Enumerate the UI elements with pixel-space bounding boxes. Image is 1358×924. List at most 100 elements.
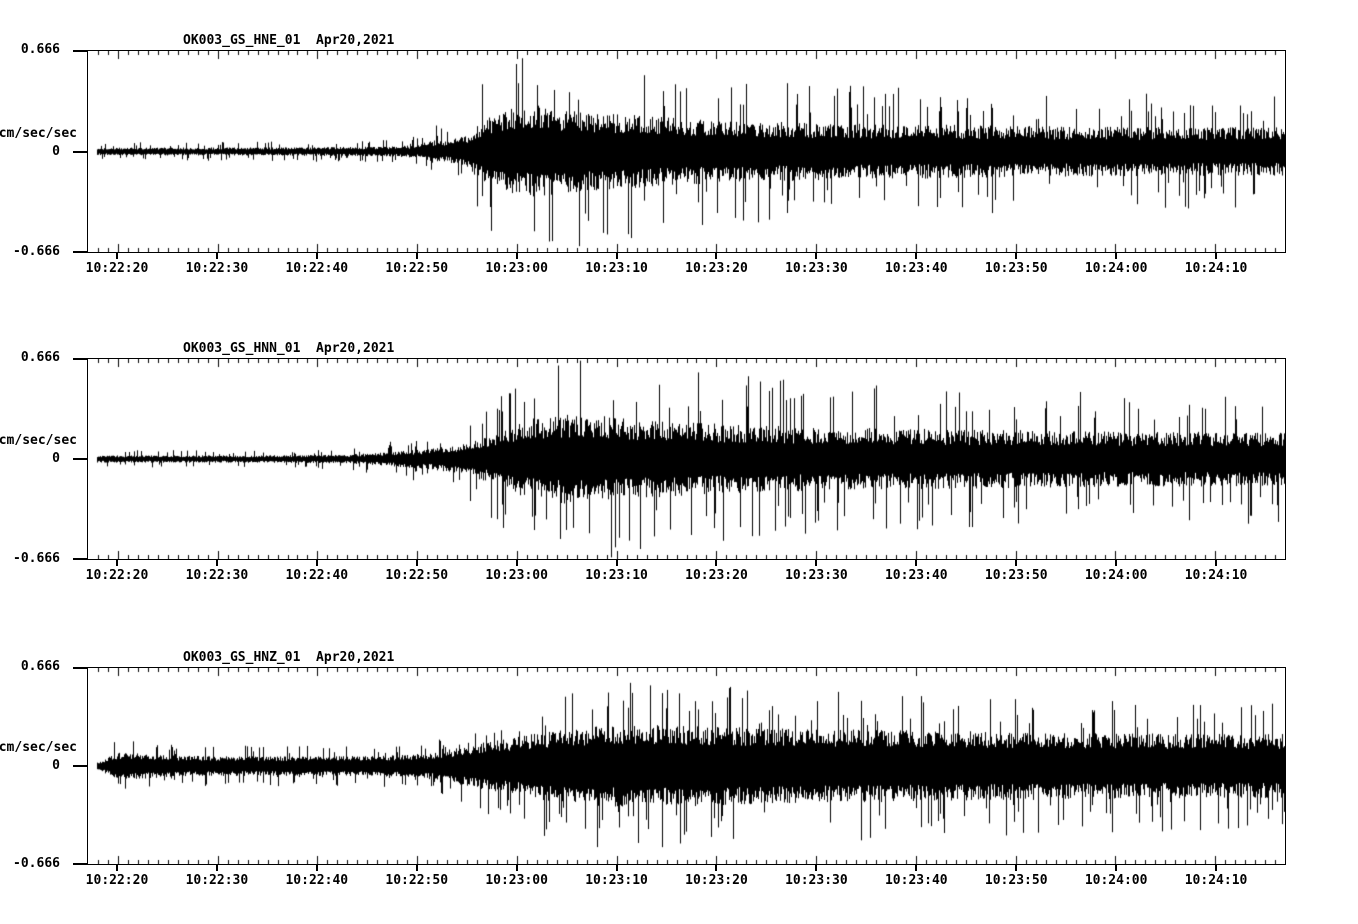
x-tick-label: 10:22:30 bbox=[185, 568, 249, 583]
x-tick-label: 10:22:20 bbox=[85, 568, 149, 583]
y-tick bbox=[73, 667, 87, 669]
x-major-tick-stub bbox=[815, 560, 818, 566]
plot-area bbox=[87, 358, 1286, 560]
panel-title: OK003_GS_HNE_01 Apr20,2021 bbox=[183, 33, 395, 48]
x-tick-label: 10:22:20 bbox=[85, 261, 149, 276]
x-major-tick-stub bbox=[715, 560, 718, 566]
x-major-tick-stub bbox=[1115, 253, 1118, 259]
x-major-tick-stub bbox=[1215, 560, 1218, 566]
y-axis-max-label: 0.666 bbox=[20, 42, 60, 57]
x-tick-label: 10:23:10 bbox=[585, 261, 648, 276]
x-tick-label: 10:23:50 bbox=[984, 873, 1048, 888]
x-major-tick-stub bbox=[915, 865, 918, 871]
x-tick-label: 10:24:00 bbox=[1084, 568, 1148, 583]
panel-title: OK003_GS_HNN_01 Apr20,2021 bbox=[183, 341, 395, 356]
seismogram-trace-canvas bbox=[88, 359, 1285, 559]
x-major-tick-stub bbox=[715, 865, 718, 871]
x-major-tick-stub bbox=[515, 865, 518, 871]
y-tick bbox=[73, 358, 87, 360]
x-major-tick-stub bbox=[815, 865, 818, 871]
x-tick-label: 10:23:40 bbox=[884, 873, 948, 888]
x-major-tick-stub bbox=[1015, 253, 1018, 259]
x-major-tick-stub bbox=[315, 560, 318, 566]
x-tick-label: 10:22:40 bbox=[285, 873, 349, 888]
y-tick bbox=[73, 50, 87, 52]
y-tick bbox=[73, 558, 87, 560]
seismogram-trace-canvas bbox=[88, 51, 1285, 252]
x-tick-label: 10:23:30 bbox=[785, 261, 848, 276]
seismogram-trace-canvas bbox=[88, 668, 1285, 864]
x-major-tick-stub bbox=[1115, 865, 1118, 871]
y-axis-zero-label: 0 bbox=[52, 143, 60, 159]
x-major-tick-stub bbox=[715, 253, 718, 259]
x-major-tick-stub bbox=[1015, 560, 1018, 566]
x-tick-label: 10:22:50 bbox=[385, 568, 449, 583]
x-major-tick-stub bbox=[115, 560, 118, 566]
x-tick-label: 10:22:40 bbox=[285, 261, 349, 276]
x-tick-label: 10:23:00 bbox=[485, 873, 548, 888]
plot-area bbox=[87, 667, 1286, 865]
x-tick-label: 10:22:40 bbox=[285, 568, 349, 583]
x-tick-label: 10:24:10 bbox=[1184, 261, 1248, 276]
y-axis-max-label: 0.666 bbox=[20, 350, 60, 365]
y-axis-zero-label: 0 bbox=[52, 451, 60, 466]
y-axis-max-label: 0.666 bbox=[20, 659, 60, 674]
x-major-tick-stub bbox=[815, 253, 818, 259]
x-tick-label: 10:22:50 bbox=[385, 873, 449, 888]
y-axis-min-label: -0.666 bbox=[13, 244, 60, 259]
x-major-tick-stub bbox=[515, 253, 518, 259]
y-tick bbox=[73, 458, 87, 460]
y-tick bbox=[73, 765, 87, 767]
y-tick bbox=[73, 150, 87, 153]
x-major-tick-stub bbox=[915, 560, 918, 566]
x-major-tick-stub bbox=[215, 865, 218, 871]
x-major-tick-stub bbox=[415, 253, 418, 259]
x-major-tick-stub bbox=[615, 253, 618, 259]
x-tick-label: 10:23:20 bbox=[685, 873, 748, 888]
y-axis-units-label: cm/sec/sec bbox=[0, 740, 77, 755]
y-axis-units-label: cm/sec/sec bbox=[0, 125, 77, 141]
x-major-tick-stub bbox=[1015, 865, 1018, 871]
plot-area bbox=[87, 50, 1286, 253]
y-tick bbox=[73, 251, 87, 253]
x-major-tick-stub bbox=[115, 865, 118, 871]
x-tick-label: 10:23:30 bbox=[785, 873, 848, 888]
x-tick-label: 10:23:30 bbox=[785, 568, 848, 583]
x-tick-label: 10:24:00 bbox=[1084, 873, 1148, 888]
x-major-tick-stub bbox=[215, 253, 218, 259]
x-tick-label: 10:24:10 bbox=[1184, 873, 1248, 888]
panel-title: OK003_GS_HNZ_01 Apr20,2021 bbox=[183, 650, 395, 665]
x-major-tick-stub bbox=[915, 253, 918, 259]
x-tick-label: 10:23:20 bbox=[685, 261, 748, 276]
x-tick-label: 10:23:40 bbox=[884, 261, 948, 276]
x-tick-label: 10:23:00 bbox=[485, 261, 548, 276]
x-tick-label: 10:22:50 bbox=[385, 261, 449, 276]
x-major-tick-stub bbox=[1115, 560, 1118, 566]
x-tick-label: 10:23:10 bbox=[585, 568, 648, 583]
y-tick bbox=[73, 863, 87, 865]
x-major-tick-stub bbox=[1215, 865, 1218, 871]
y-axis-min-label: -0.666 bbox=[13, 551, 60, 566]
x-tick-label: 10:23:10 bbox=[585, 873, 648, 888]
x-major-tick-stub bbox=[1215, 253, 1218, 259]
x-major-tick-stub bbox=[415, 865, 418, 871]
y-axis-units-label: cm/sec/sec bbox=[0, 433, 77, 448]
x-tick-label: 10:23:00 bbox=[485, 568, 548, 583]
x-major-tick-stub bbox=[115, 253, 118, 259]
x-tick-label: 10:23:20 bbox=[685, 568, 748, 583]
x-major-tick-stub bbox=[615, 560, 618, 566]
x-major-tick-stub bbox=[315, 253, 318, 259]
x-major-tick-stub bbox=[515, 560, 518, 566]
x-major-tick-stub bbox=[615, 865, 618, 871]
x-tick-label: 10:24:00 bbox=[1084, 261, 1148, 276]
x-major-tick-stub bbox=[315, 865, 318, 871]
x-tick-label: 10:23:50 bbox=[984, 261, 1048, 276]
y-axis-min-label: -0.666 bbox=[13, 856, 60, 871]
x-tick-label: 10:23:50 bbox=[984, 568, 1048, 583]
x-major-tick-stub bbox=[415, 560, 418, 566]
x-tick-label: 10:22:20 bbox=[85, 873, 149, 888]
x-major-tick-stub bbox=[215, 560, 218, 566]
x-tick-label: 10:22:30 bbox=[185, 873, 249, 888]
y-axis-zero-label: 0 bbox=[52, 758, 60, 773]
